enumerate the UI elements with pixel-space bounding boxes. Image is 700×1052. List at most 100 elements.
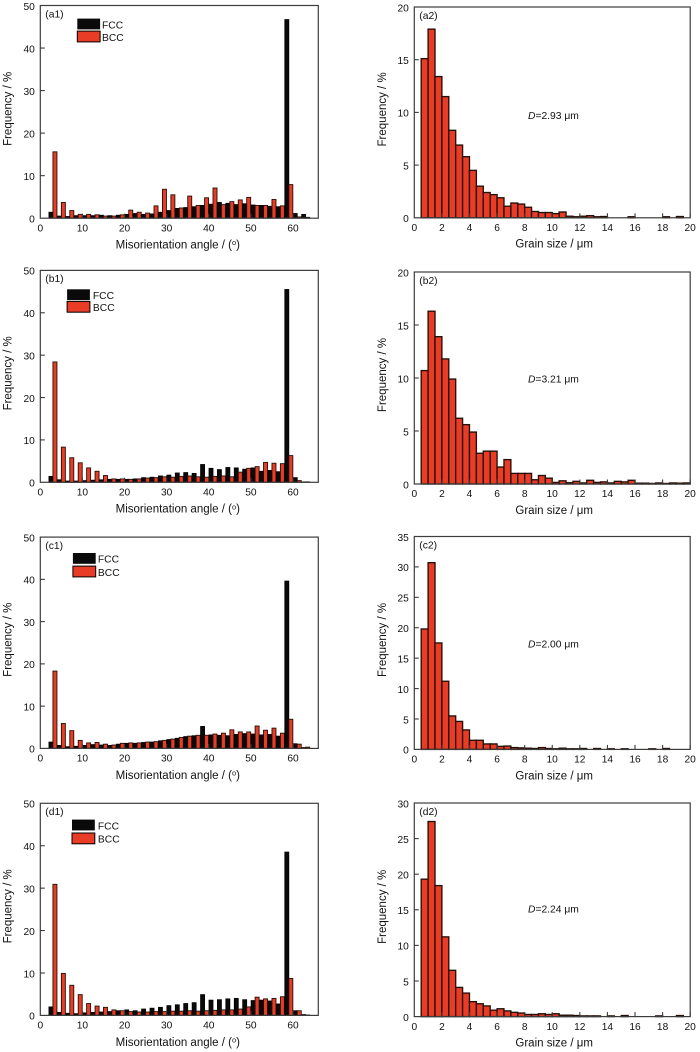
svg-text:30: 30: [23, 87, 35, 98]
svg-text:Misorientation angle / (o): Misorientation angle / (o): [116, 238, 240, 251]
svg-text:14: 14: [602, 489, 614, 500]
svg-text:BCC: BCC: [98, 835, 120, 846]
svg-text:60: 60: [287, 1021, 299, 1032]
svg-text:20: 20: [685, 755, 697, 766]
svg-text:0: 0: [403, 1013, 409, 1024]
svg-text:0: 0: [403, 480, 409, 491]
svg-text:0: 0: [29, 479, 35, 490]
svg-text:BCC: BCC: [102, 33, 124, 44]
svg-text:30: 30: [397, 799, 409, 810]
svg-text:BCC: BCC: [98, 568, 120, 579]
svg-text:20: 20: [685, 1022, 697, 1033]
svg-text:Frequency / %: Frequency / %: [377, 870, 389, 944]
svg-text:FCC: FCC: [102, 20, 124, 31]
svg-text:Grain size / μm: Grain size / μm: [515, 505, 593, 517]
svg-text:10: 10: [23, 702, 35, 713]
svg-text:14: 14: [602, 755, 614, 766]
svg-text:0: 0: [411, 489, 417, 500]
svg-text:10: 10: [547, 1022, 559, 1033]
svg-text:10: 10: [547, 489, 559, 500]
svg-text:15: 15: [397, 321, 409, 332]
svg-text:30: 30: [161, 754, 173, 765]
svg-text:40: 40: [23, 309, 35, 320]
svg-text:20: 20: [119, 1021, 131, 1032]
svg-text:8: 8: [522, 489, 528, 500]
svg-text:20: 20: [397, 268, 409, 279]
svg-text:0: 0: [37, 754, 43, 765]
svg-text:4: 4: [467, 755, 473, 766]
svg-text:2: 2: [439, 489, 445, 500]
svg-text:FCC: FCC: [98, 821, 120, 832]
svg-text:8: 8: [522, 1022, 528, 1033]
svg-text:50: 50: [23, 267, 35, 278]
svg-text:(c1): (c1): [45, 541, 63, 552]
svg-text:10: 10: [397, 109, 409, 120]
svg-text:10: 10: [77, 1021, 89, 1032]
svg-text:10: 10: [397, 685, 409, 696]
svg-text:5: 5: [403, 715, 409, 726]
svg-text:18: 18: [657, 223, 669, 234]
svg-text:8: 8: [522, 755, 528, 766]
svg-text:20: 20: [397, 871, 409, 882]
svg-text:0: 0: [411, 223, 417, 234]
svg-text:12: 12: [574, 755, 586, 766]
svg-text:D=2.00 μm: D=2.00 μm: [528, 639, 579, 650]
svg-text:0: 0: [403, 746, 409, 757]
svg-text:8: 8: [522, 223, 528, 234]
svg-text:25: 25: [397, 835, 409, 846]
svg-text:30: 30: [161, 223, 173, 234]
svg-text:10: 10: [77, 223, 89, 234]
svg-text:0: 0: [29, 215, 35, 226]
svg-text:Grain size / μm: Grain size / μm: [515, 770, 593, 782]
svg-text:10: 10: [547, 755, 559, 766]
svg-text:0: 0: [29, 1012, 35, 1023]
svg-text:Frequency / %: Frequency / %: [2, 869, 14, 943]
svg-text:20: 20: [685, 223, 697, 234]
svg-text:40: 40: [203, 754, 215, 765]
svg-text:(d1): (d1): [45, 807, 63, 818]
svg-text:40: 40: [203, 488, 215, 499]
svg-text:0: 0: [403, 214, 409, 225]
svg-text:6: 6: [494, 755, 500, 766]
svg-text:10: 10: [397, 374, 409, 385]
svg-text:30: 30: [397, 563, 409, 574]
svg-text:10: 10: [23, 172, 35, 183]
svg-text:Grain size / μm: Grain size / μm: [515, 239, 593, 251]
svg-text:D=2.24 μm: D=2.24 μm: [528, 904, 579, 915]
svg-text:30: 30: [161, 1021, 173, 1032]
svg-text:(b2): (b2): [419, 276, 437, 287]
svg-text:Frequency / %: Frequency / %: [377, 603, 389, 677]
svg-text:16: 16: [629, 223, 641, 234]
svg-text:14: 14: [602, 1022, 614, 1033]
svg-text:(c2): (c2): [419, 540, 437, 551]
svg-text:20: 20: [397, 624, 409, 635]
svg-text:5: 5: [403, 427, 409, 438]
svg-text:10: 10: [77, 488, 89, 499]
svg-text:20: 20: [685, 489, 697, 500]
svg-text:16: 16: [629, 489, 641, 500]
svg-text:Frequency / %: Frequency / %: [3, 603, 15, 677]
svg-text:(a2): (a2): [419, 11, 437, 22]
svg-text:60: 60: [287, 223, 299, 234]
svg-text:20: 20: [119, 223, 131, 234]
svg-text:50: 50: [23, 533, 35, 544]
svg-text:50: 50: [245, 754, 257, 765]
svg-text:10: 10: [547, 223, 559, 234]
svg-text:Grain size / μm: Grain size / μm: [515, 1038, 593, 1050]
svg-text:16: 16: [629, 755, 641, 766]
svg-text:12: 12: [574, 223, 586, 234]
svg-text:20: 20: [119, 754, 131, 765]
svg-text:Frequency / %: Frequency / %: [377, 338, 389, 412]
svg-text:50: 50: [23, 2, 35, 13]
svg-text:10: 10: [23, 436, 35, 447]
svg-text:15: 15: [397, 56, 409, 67]
svg-text:2: 2: [439, 755, 445, 766]
svg-text:16: 16: [629, 1022, 641, 1033]
svg-text:50: 50: [245, 488, 257, 499]
svg-text:40: 40: [23, 44, 35, 55]
svg-text:20: 20: [23, 129, 35, 140]
svg-text:Frequency / %: Frequency / %: [3, 336, 15, 410]
svg-text:5: 5: [403, 161, 409, 172]
svg-text:6: 6: [494, 223, 500, 234]
svg-text:Frequency / %: Frequency / %: [2, 72, 14, 146]
